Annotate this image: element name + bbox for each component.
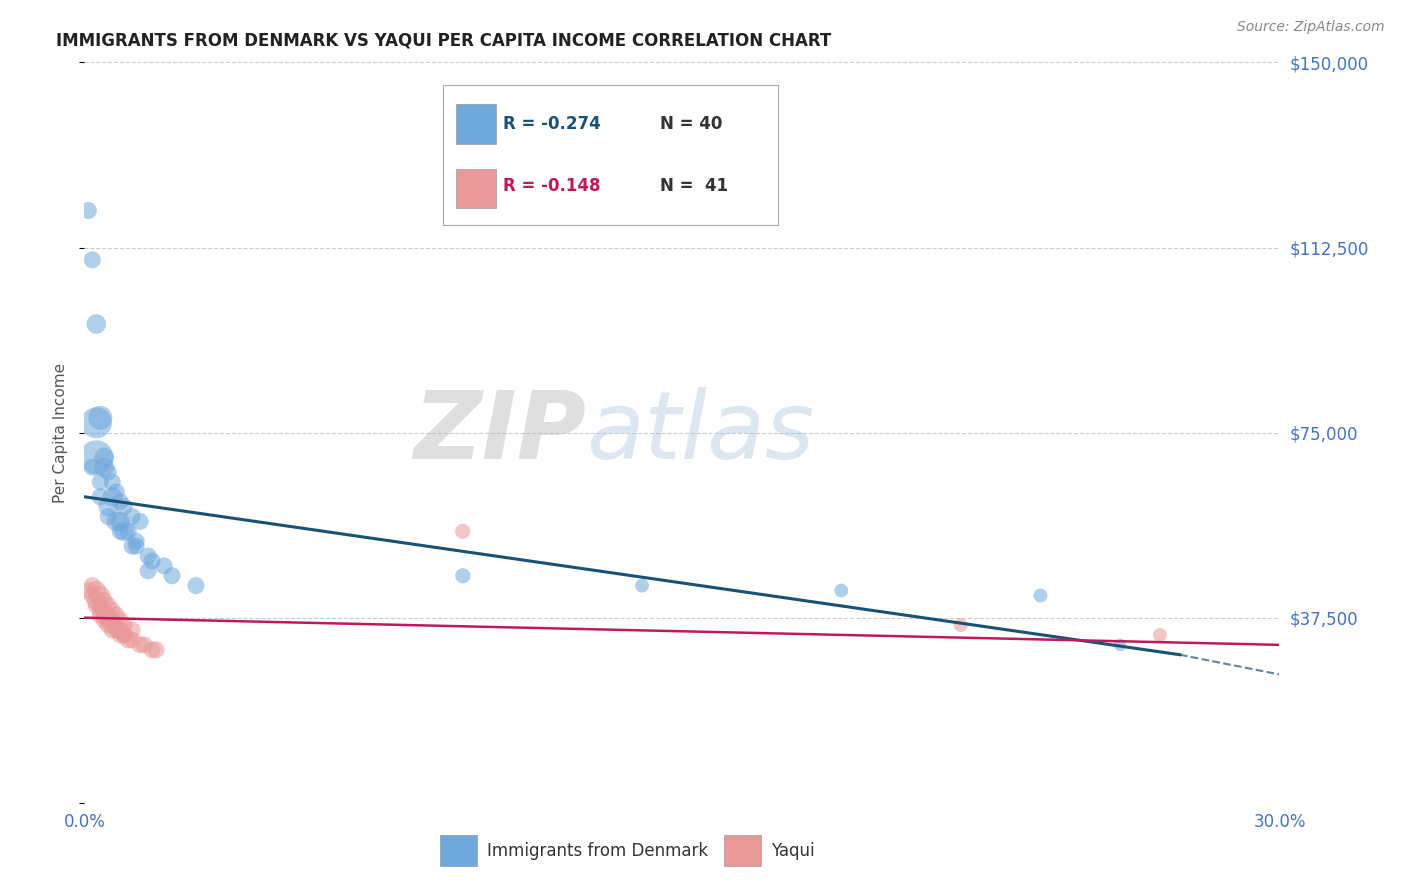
Point — [86, 599, 108, 613]
Point — [97, 509, 120, 524]
Point — [110, 613, 132, 627]
Point — [77, 583, 100, 598]
Point — [89, 410, 111, 425]
Point — [117, 524, 139, 539]
Point — [89, 599, 111, 613]
Point — [451, 524, 474, 539]
Point — [82, 460, 104, 475]
Point — [110, 515, 132, 529]
Point — [86, 450, 108, 465]
Point — [121, 509, 143, 524]
Point — [136, 564, 159, 578]
Point — [101, 623, 124, 637]
Point — [93, 593, 115, 607]
Point — [93, 608, 115, 623]
Point — [117, 632, 139, 647]
Point — [97, 613, 120, 627]
Point — [101, 618, 124, 632]
Text: atlas: atlas — [586, 387, 814, 478]
Point — [129, 638, 152, 652]
Point — [160, 568, 183, 582]
Point — [121, 539, 143, 553]
Point — [145, 642, 167, 657]
Point — [82, 589, 104, 603]
Point — [112, 628, 135, 642]
Point — [1149, 628, 1171, 642]
Text: IMMIGRANTS FROM DENMARK VS YAQUI PER CAPITA INCOME CORRELATION CHART: IMMIGRANTS FROM DENMARK VS YAQUI PER CAP… — [56, 31, 831, 49]
Point — [105, 515, 128, 529]
Point — [82, 579, 104, 593]
Point — [141, 554, 163, 568]
Point — [97, 608, 120, 623]
Point — [93, 460, 115, 475]
Point — [77, 203, 100, 218]
Point — [89, 589, 111, 603]
Point — [86, 416, 108, 430]
Point — [97, 599, 120, 613]
Point — [101, 490, 124, 504]
Point — [110, 628, 132, 642]
Point — [112, 524, 135, 539]
Point — [105, 608, 128, 623]
Text: Source: ZipAtlas.com: Source: ZipAtlas.com — [1237, 20, 1385, 34]
Point — [93, 603, 115, 617]
Point — [830, 583, 852, 598]
Point — [105, 484, 128, 499]
Point — [112, 618, 135, 632]
Point — [89, 475, 111, 489]
Point — [101, 603, 124, 617]
Point — [105, 618, 128, 632]
Point — [112, 500, 135, 514]
Point — [86, 593, 108, 607]
Point — [132, 638, 156, 652]
Point — [93, 450, 115, 465]
Point — [93, 613, 115, 627]
Point — [141, 642, 163, 657]
Point — [105, 623, 128, 637]
Point — [1029, 589, 1052, 603]
Point — [129, 515, 152, 529]
Point — [89, 608, 111, 623]
Point — [949, 618, 972, 632]
Point — [82, 252, 104, 267]
Point — [110, 524, 132, 539]
Text: ZIP: ZIP — [413, 386, 586, 479]
Point — [86, 317, 108, 331]
Point — [89, 603, 111, 617]
Point — [153, 558, 176, 573]
Point — [101, 475, 124, 489]
Point — [125, 539, 148, 553]
Point — [1109, 638, 1132, 652]
Point — [86, 583, 108, 598]
Point — [112, 628, 135, 642]
Point — [125, 534, 148, 549]
Point — [110, 623, 132, 637]
Point — [451, 568, 474, 582]
Point — [184, 579, 207, 593]
Point — [101, 613, 124, 627]
Point — [110, 494, 132, 508]
Point — [631, 579, 654, 593]
Point — [97, 500, 120, 514]
Point — [136, 549, 159, 563]
Y-axis label: Per Capita Income: Per Capita Income — [53, 362, 69, 503]
Point — [121, 632, 143, 647]
Point — [97, 465, 120, 479]
Point — [97, 618, 120, 632]
Point — [89, 490, 111, 504]
Point — [121, 623, 143, 637]
